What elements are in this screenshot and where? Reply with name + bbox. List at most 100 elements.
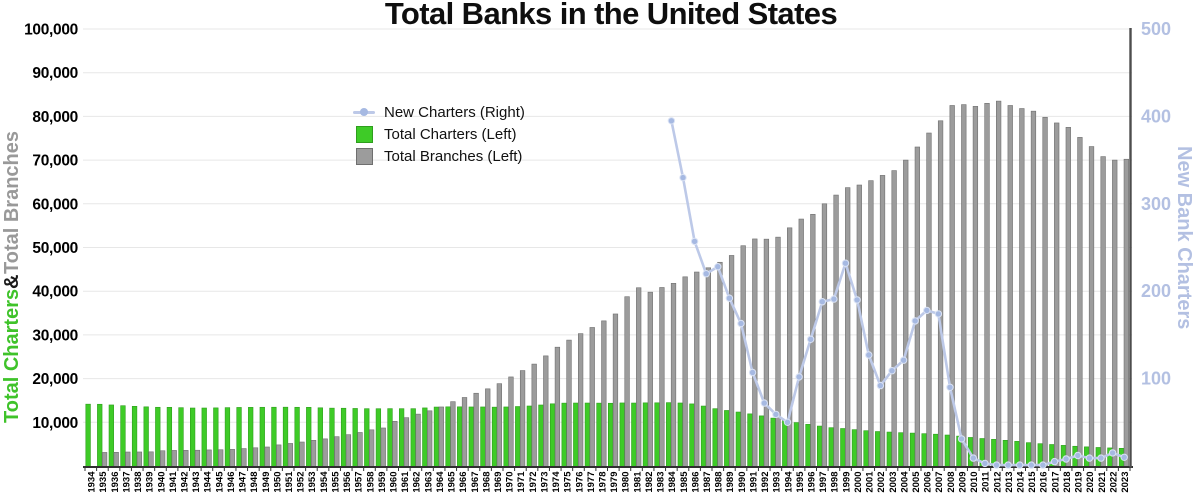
x-axis-year-label: 1968 xyxy=(481,472,492,493)
x-axis-year-label: 1943 xyxy=(191,472,202,493)
branches-bar xyxy=(624,296,630,468)
x-axis-year-label: 1945 xyxy=(214,471,225,493)
branches-bar xyxy=(879,175,886,468)
charters-bar xyxy=(666,402,672,468)
charters-bar xyxy=(584,402,591,468)
new-charters-point xyxy=(911,317,919,325)
charters-bar xyxy=(248,407,254,468)
charters-bar xyxy=(863,430,869,468)
legend-label-total-branches: Total Branches (Left) xyxy=(384,147,523,165)
branches-bar xyxy=(450,401,456,468)
total-branches-square-icon xyxy=(352,147,376,165)
x-axis-year-label: 1955 xyxy=(330,471,341,493)
x-axis-year-label: 1995 xyxy=(795,471,806,493)
x-axis-year-label: 2017 xyxy=(1050,472,1061,493)
x-axis-year-label: 1960 xyxy=(389,472,400,493)
x-axis-year-label: 2001 xyxy=(865,471,876,493)
left-axis-tick-label: 40,000 xyxy=(32,284,78,301)
charters-bar xyxy=(607,402,614,468)
x-axis-year-label: 1993 xyxy=(772,472,783,493)
x-axis-year-label: 1944 xyxy=(203,471,214,493)
new-charters-point xyxy=(1097,454,1105,462)
new-charters-point xyxy=(795,373,803,381)
branches-bar xyxy=(926,132,932,468)
charters-bar xyxy=(457,406,463,468)
x-axis-year-label: 1984 xyxy=(667,471,678,493)
charters-bar xyxy=(259,406,265,468)
charters-bar xyxy=(468,406,474,468)
branches-bar xyxy=(984,102,990,468)
new-charters-point xyxy=(1027,461,1036,469)
x-axis-year-label: 1939 xyxy=(145,472,156,493)
legend-item-total-branches: Total Branches (Left) xyxy=(352,145,525,167)
branches-bar xyxy=(554,346,561,468)
charters-bar xyxy=(398,408,405,468)
charters-bar xyxy=(561,402,567,468)
branches-bar xyxy=(891,170,897,468)
x-axis-year-label: 1941 xyxy=(168,471,179,493)
branches-bar xyxy=(821,203,828,468)
new-charters-point xyxy=(679,173,687,182)
charters-bar xyxy=(573,402,579,468)
charters-bar xyxy=(352,408,358,468)
charters-bar xyxy=(700,405,707,468)
charters-bar xyxy=(491,406,498,468)
charters-bar xyxy=(677,402,683,468)
right-axis-tick-label: 300 xyxy=(1141,194,1171,214)
charters-bar xyxy=(851,429,858,468)
branches-bar xyxy=(566,339,572,468)
new-charters-point xyxy=(934,310,943,318)
x-axis-year-label: 1992 xyxy=(760,472,771,493)
branches-bar xyxy=(206,449,212,468)
branches-bar xyxy=(1042,116,1048,468)
x-axis-year-label: 2016 xyxy=(1039,472,1050,493)
charters-bar xyxy=(387,408,393,468)
right-axis-tick-label: 400 xyxy=(1141,106,1171,126)
charters-bar xyxy=(816,425,823,468)
left-axis-tick-label: 20,000 xyxy=(32,371,78,388)
charters-bar xyxy=(805,424,811,468)
x-axis-year-label: 2022 xyxy=(1108,472,1119,493)
x-axis-year-label: 1948 xyxy=(249,472,260,493)
branches-bar xyxy=(1054,122,1060,468)
charters-bar xyxy=(131,406,138,468)
x-axis-year-label: 2009 xyxy=(957,472,968,493)
charters-bar xyxy=(201,407,207,468)
new-charters-point xyxy=(818,298,826,306)
branches-bar xyxy=(427,410,433,468)
charters-bar xyxy=(770,417,776,468)
branches-bar xyxy=(903,159,909,468)
x-axis-year-label: 2021 xyxy=(1097,471,1108,493)
legend: New Charters (Right) Total Charters (Lef… xyxy=(352,101,525,167)
left-axis-tick-label: 100,000 xyxy=(24,22,78,39)
charters-bar xyxy=(875,431,881,468)
new-charters-point xyxy=(969,454,977,462)
branches-bar xyxy=(369,429,375,468)
branches-bar xyxy=(1123,158,1129,468)
branches-bar xyxy=(1019,108,1025,468)
branches-bar xyxy=(961,104,967,468)
charters-bar xyxy=(631,402,637,468)
charters-bar xyxy=(549,403,556,468)
right-axis-title: New Bank Charters xyxy=(1173,146,1195,330)
x-axis-year-label: 1980 xyxy=(621,472,632,493)
charters-bar xyxy=(515,406,521,468)
x-axis-year-label: 1998 xyxy=(830,472,841,493)
x-axis-year-label: 1961 xyxy=(400,471,411,493)
branches-bar xyxy=(310,440,317,468)
charters-bar xyxy=(909,432,916,468)
branches-bar xyxy=(415,413,421,468)
left-axis-tick-label: 70,000 xyxy=(32,153,78,170)
branches-bar xyxy=(1007,105,1013,468)
new-charters-line xyxy=(670,120,1125,467)
x-axis-year-label: 1997 xyxy=(818,472,829,493)
charters-bar xyxy=(364,408,370,468)
branches-bar xyxy=(1077,137,1083,468)
new-charters-point xyxy=(830,295,838,303)
branches-bar xyxy=(113,452,119,468)
x-axis-year-label: 1964 xyxy=(435,471,446,493)
branches-bar xyxy=(171,450,177,468)
x-axis-year-label: 2007 xyxy=(934,472,945,493)
left-axis-tick-label: 10,000 xyxy=(32,415,78,432)
